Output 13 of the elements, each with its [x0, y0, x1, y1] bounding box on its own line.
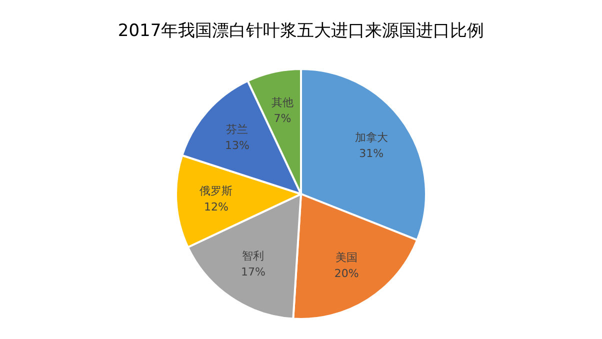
data-label: 13%: [225, 138, 250, 152]
data-label: 20%: [334, 266, 359, 280]
data-label: 17%: [240, 265, 266, 278]
slice-label: 俄罗斯: [200, 184, 233, 198]
data-label: 7%: [274, 112, 292, 126]
data-label: 31%: [359, 147, 384, 160]
chart-title: 2017年我国漂白针叶浆五大进口来源国进口比例: [118, 21, 484, 41]
data-label: 12%: [204, 200, 228, 214]
slice-label: 芬兰: [226, 122, 248, 136]
slice-label: 其他: [271, 96, 294, 110]
slice-label: 美国: [336, 250, 358, 264]
slice-label: 智利: [242, 249, 264, 262]
slice-label: 加拿大: [354, 131, 388, 144]
